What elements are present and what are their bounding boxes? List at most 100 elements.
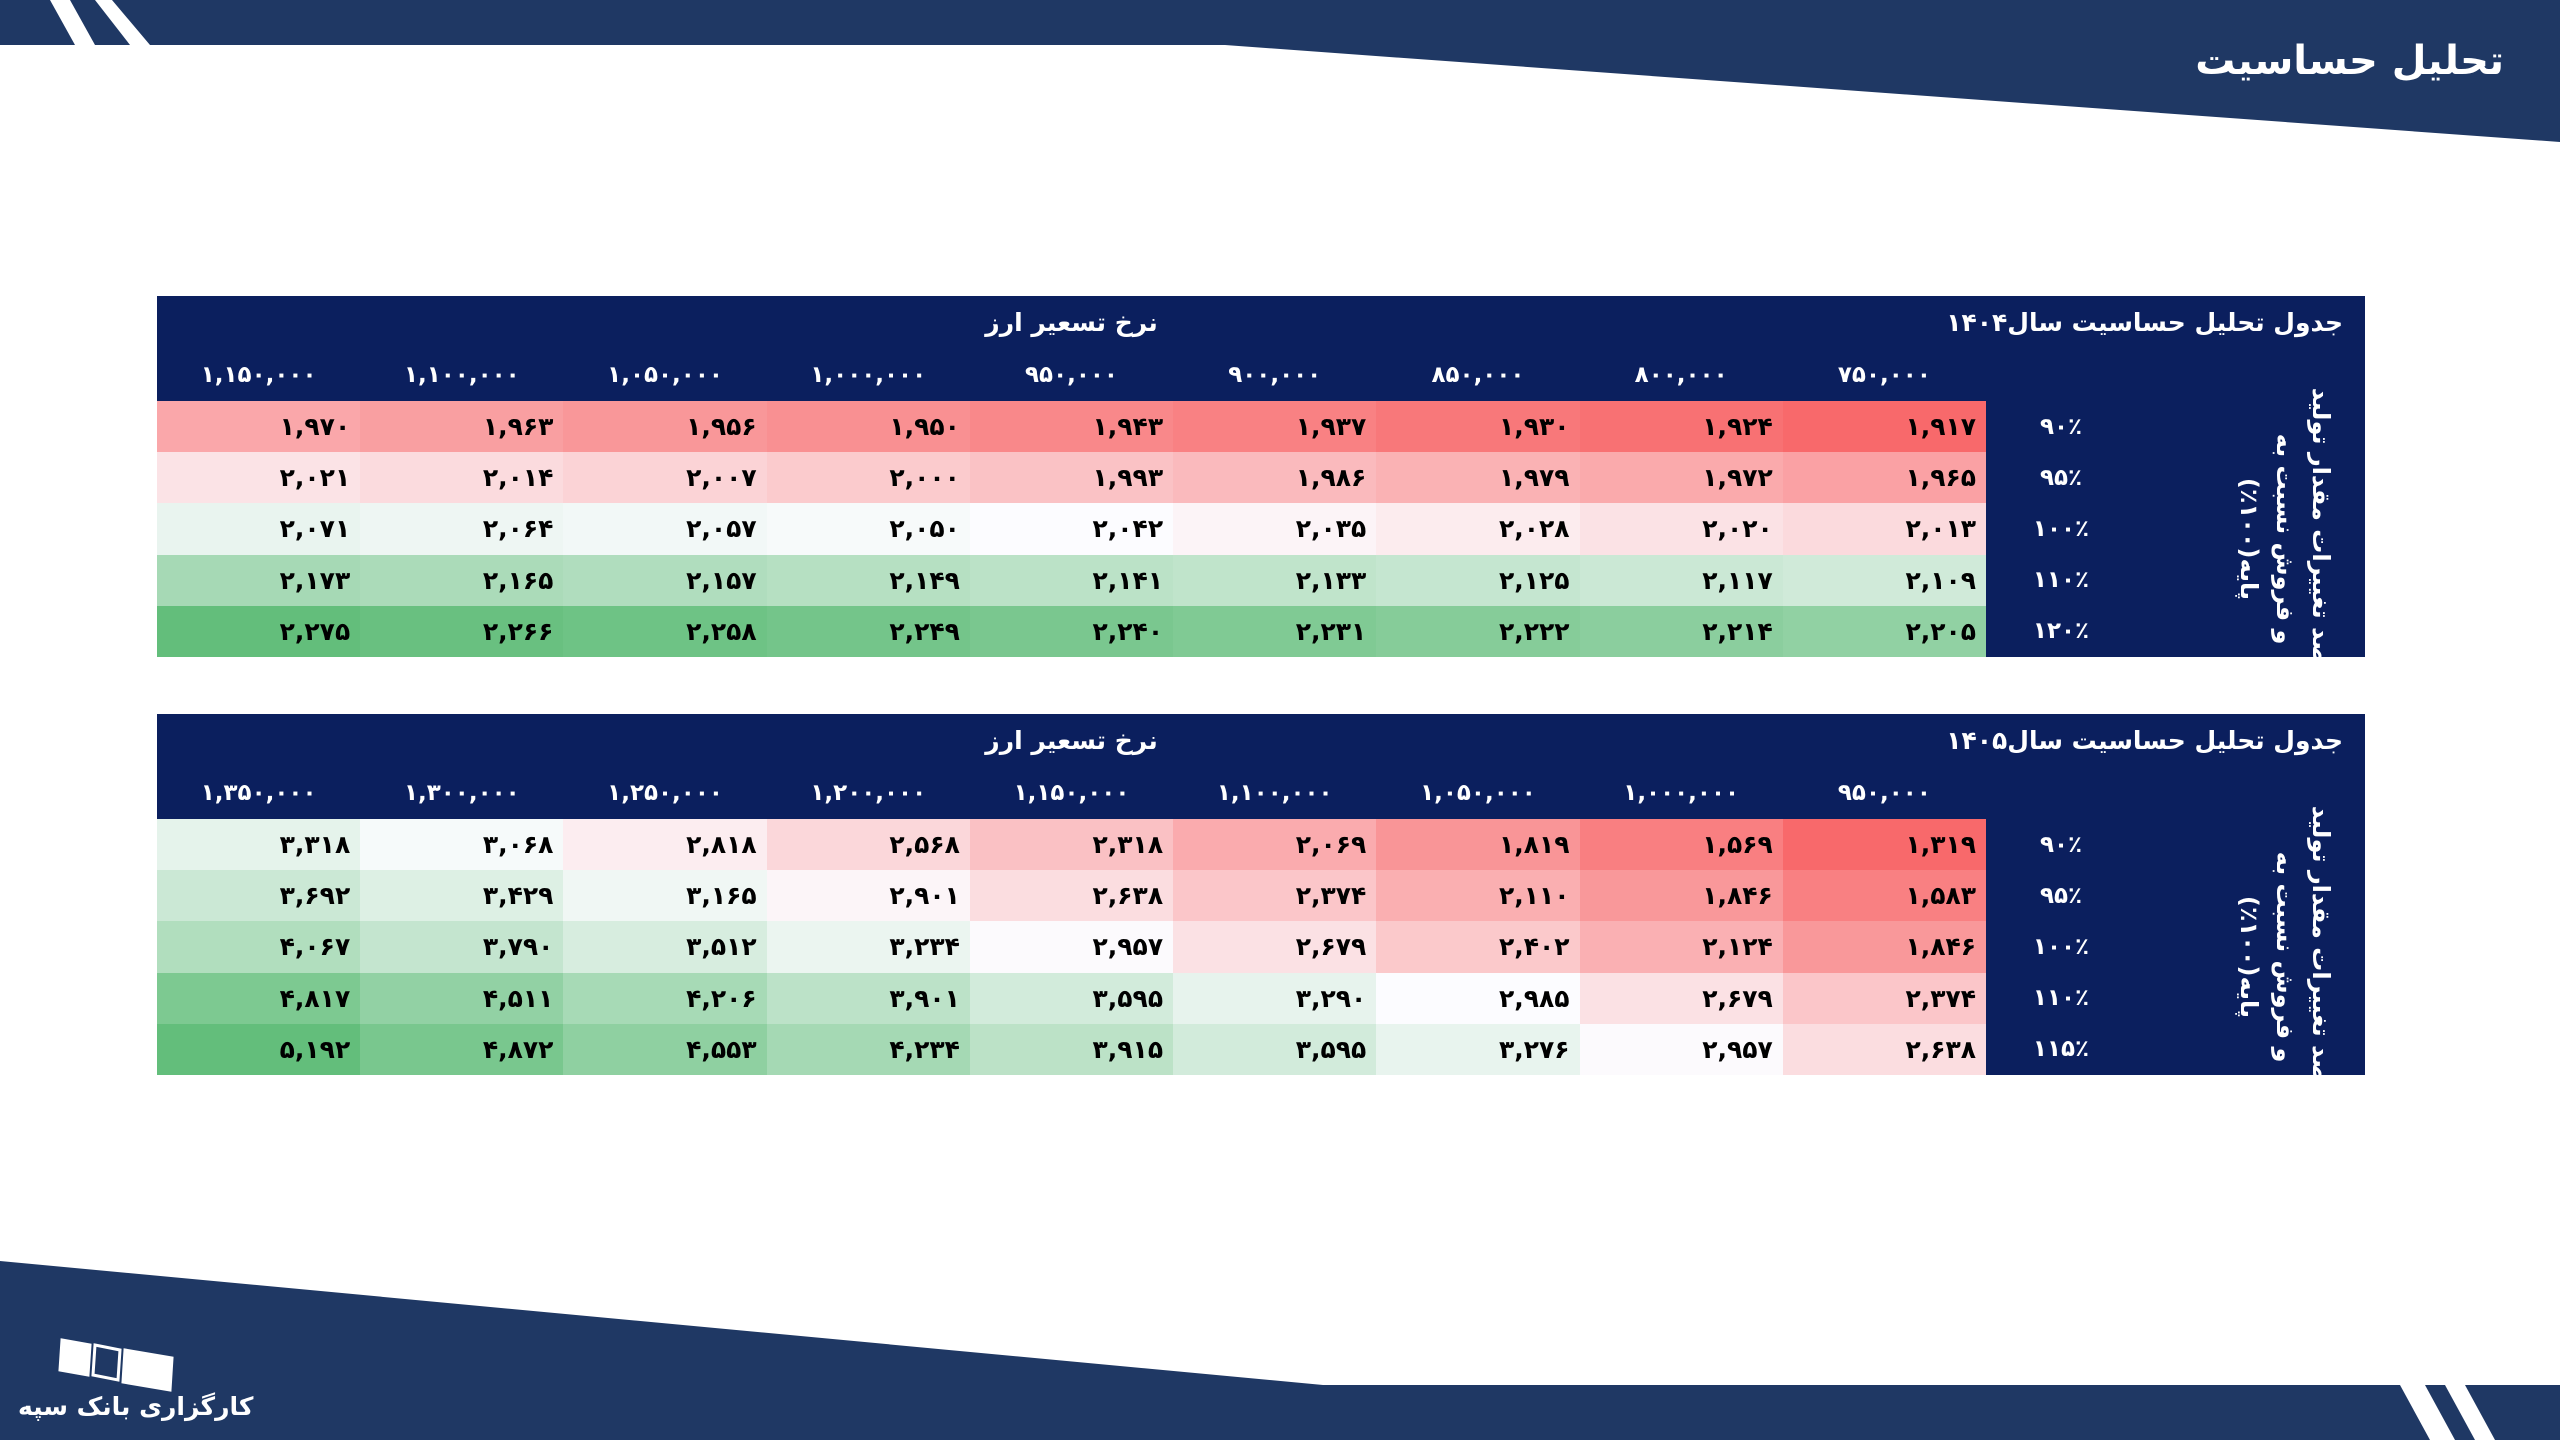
data-cell: ۲,۲۴۹: [766, 605, 970, 657]
data-cell: ۱,۹۸۶: [1173, 452, 1377, 504]
data-cell: ۲,۹۰۱: [766, 870, 970, 922]
data-cell: ۳,۲۷۶: [1376, 1023, 1580, 1075]
data-cell: ۱,۹۳۰: [1376, 401, 1580, 453]
data-cell: ۲,۲۶۶: [360, 605, 564, 657]
data-cell: ۱,۹۵۶: [563, 401, 767, 453]
data-cell: ۲,۱۵۷: [563, 554, 767, 606]
column-header: ۹۰۰,۰۰۰: [1228, 362, 1322, 388]
column-header: ۸۵۰,۰۰۰: [1431, 362, 1525, 388]
data-cell: ۲,۰۱۳: [1782, 503, 1986, 555]
column-header: ۱,۰۰۰,۰۰۰: [1623, 780, 1740, 806]
data-cell: ۱,۸۴۶: [1579, 870, 1783, 922]
column-header: ۱,۱۰۰,۰۰۰: [1216, 780, 1333, 806]
column-group-label: نرخ تسعیر ارز: [985, 726, 1158, 755]
data-cell: ۳,۲۳۴: [766, 921, 970, 973]
data-cell: ۲,۳۷۴: [1782, 972, 1986, 1024]
data-cell: ۲,۶۳۸: [1782, 1023, 1986, 1075]
top-banner: [0, 0, 2560, 142]
data-cell: ۲,۲۱۴: [1579, 605, 1783, 657]
column-group-label: نرخ تسعیر ارز: [985, 308, 1158, 337]
data-cell: ۴,۰۶۷: [157, 921, 361, 973]
data-cell: ۲,۱۴۹: [766, 554, 970, 606]
bottom-stripe: [2445, 1385, 2495, 1440]
data-cell: ۱,۹۲۴: [1579, 401, 1783, 453]
data-cell: ۲,۱۱۷: [1579, 554, 1783, 606]
data-cell: ۴,۵۱۱: [360, 972, 564, 1024]
data-cell: ۲,۶۳۸: [969, 870, 1174, 922]
data-cell: ۲,۰۰۷: [563, 452, 767, 504]
column-header: ۹۵۰,۰۰۰: [1025, 362, 1118, 388]
data-cell: ۱,۹۶۳: [360, 401, 564, 453]
column-header: ۱,۱۰۰,۰۰۰: [403, 362, 520, 388]
data-cell: ۳,۰۶۸: [360, 819, 564, 871]
row-label: ۱۰۰٪: [2032, 933, 2090, 960]
data-cell: ۳,۳۱۸: [157, 819, 361, 871]
data-cell: ۲,۴۰۲: [1376, 921, 1580, 973]
data-cell: ۱,۹۹۳: [969, 452, 1174, 504]
data-cell: ۲,۱۱۰: [1376, 870, 1580, 922]
data-cell: ۲,۳۱۸: [969, 819, 1174, 871]
logo: [58, 1338, 174, 1392]
data-cell: ۲,۲۰۵: [1782, 605, 1986, 657]
data-cell: ۲,۰۲۰: [1579, 503, 1783, 555]
row-label: ۹۰٪: [2039, 413, 2083, 440]
data-cell: ۲,۰۱۴: [360, 452, 564, 504]
data-cell: ۱,۹۴۳: [969, 401, 1174, 453]
top-stripe: [95, 0, 150, 45]
column-header: ۱,۳۰۰,۰۰۰: [403, 780, 520, 806]
data-cell: ۲,۹۵۷: [969, 921, 1174, 973]
row-label: ۹۰٪: [2039, 831, 2083, 858]
data-cell: ۲,۱۶۵: [360, 554, 564, 606]
column-header: ۷۵۰,۰۰۰: [1837, 362, 1931, 388]
data-cell: ۱,۹۶۵: [1782, 452, 1986, 504]
column-header: ۱,۱۵۰,۰۰۰: [1013, 780, 1130, 806]
sensitivity-table: جدول تحلیل حساسیت سال۱۴۰۵ نرخ تسعیر ارز ۹۵…: [157, 714, 2365, 1108]
data-cell: ۳,۲۹۰: [1173, 972, 1377, 1024]
column-header: ۱,۲۰۰,۰۰۰: [810, 780, 927, 806]
row-label: ۹۵٪: [2039, 882, 2083, 909]
data-cell: ۲,۱۲۴: [1579, 921, 1783, 973]
column-header: ۸۰۰,۰۰۰: [1634, 362, 1728, 388]
data-cell: ۲,۹۵۷: [1579, 1023, 1783, 1075]
data-cell: ۴,۲۰۶: [563, 972, 767, 1024]
data-cell: ۲,۰۲۸: [1376, 503, 1580, 555]
data-cell: ۴,۸۷۲: [360, 1023, 564, 1075]
data-cell: ۱,۵۶۹: [1579, 819, 1783, 871]
data-cell: ۲,۱۴۱: [969, 554, 1174, 606]
column-header: ۱,۰۵۰,۰۰۰: [1420, 780, 1536, 806]
data-cell: ۳,۹۱۵: [969, 1023, 1174, 1075]
column-header: ۹۵۰,۰۰۰: [1837, 780, 1931, 806]
data-cell: ۱,۸۴۶: [1782, 921, 1986, 973]
data-cell: ۴,۲۳۴: [766, 1023, 970, 1075]
data-cell: ۱,۹۱۷: [1782, 401, 1986, 453]
column-header: ۱,۰۰۰,۰۰۰: [810, 362, 927, 388]
data-cell: ۳,۹۰۱: [766, 972, 970, 1024]
data-cell: ۳,۵۹۵: [1173, 1023, 1377, 1075]
data-cell: ۲,۰۳۵: [1173, 503, 1377, 555]
data-cell: ۳,۵۹۵: [969, 972, 1174, 1024]
data-cell: ۲,۶۷۹: [1579, 972, 1783, 1024]
data-cell: ۲,۰۲۱: [157, 452, 361, 504]
top-stripe: [50, 0, 95, 45]
data-cell: ۲,۰۵۷: [563, 503, 767, 555]
data-cell: ۲,۱۲۵: [1376, 554, 1580, 606]
row-label: ۱۱۰٪: [2032, 985, 2090, 1012]
column-header: ۱,۲۵۰,۰۰۰: [607, 780, 723, 806]
bottom-stripe: [2400, 1385, 2455, 1440]
data-cell: ۲,۰۴۲: [969, 503, 1174, 555]
row-label: ۱۱۰٪: [2032, 567, 2090, 594]
data-cell: ۲,۲۴۰: [969, 605, 1174, 657]
column-header: ۱,۰۵۰,۰۰۰: [607, 362, 723, 388]
data-cell: ۳,۱۶۵: [563, 870, 767, 922]
data-cell: ۲,۲۵۸: [563, 605, 767, 657]
row-axis-label: درصد تغییرات مقدار تولید و فروش نسبت به …: [2235, 805, 2335, 1109]
row-label: ۹۵٪: [2039, 464, 2083, 491]
data-cell: ۲,۳۷۴: [1173, 870, 1377, 922]
data-cell: ۱,۹۵۰: [766, 401, 970, 453]
data-cell: ۲,۸۱۸: [563, 819, 767, 871]
data-cell: ۲,۰۶۴: [360, 503, 564, 555]
table-title: جدول تحلیل حساسیت سال۱۴۰۴: [1946, 308, 2343, 337]
data-cell: ۲,۱۳۳: [1173, 554, 1377, 606]
